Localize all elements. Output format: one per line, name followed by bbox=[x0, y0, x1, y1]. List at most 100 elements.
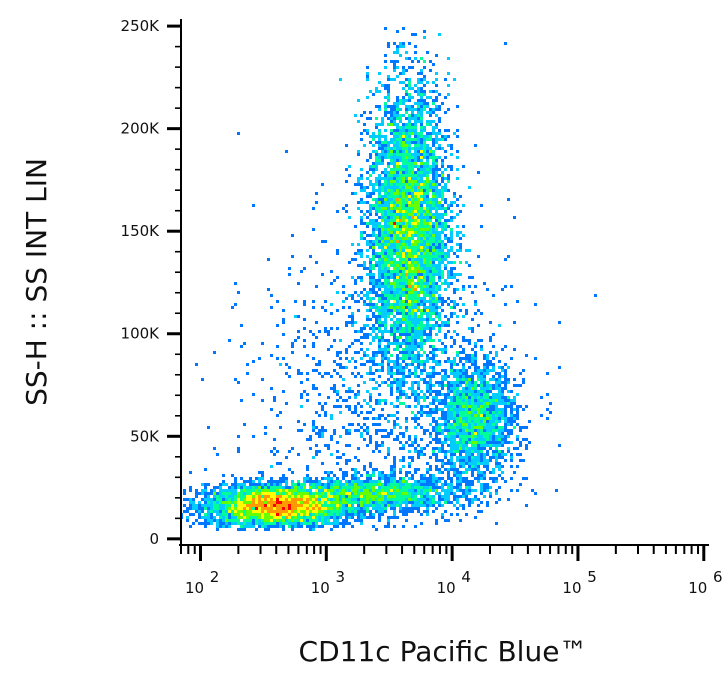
data-point bbox=[315, 285, 318, 288]
data-point bbox=[441, 240, 444, 243]
data-point bbox=[393, 144, 396, 147]
data-point bbox=[408, 210, 411, 213]
data-point bbox=[246, 363, 249, 366]
data-point bbox=[429, 228, 432, 231]
data-point bbox=[192, 498, 195, 501]
data-point bbox=[477, 420, 480, 423]
data-point bbox=[246, 486, 249, 489]
data-point bbox=[465, 414, 468, 417]
data-point bbox=[411, 318, 414, 321]
data-point bbox=[381, 441, 384, 444]
data-point bbox=[411, 306, 414, 309]
data-point bbox=[390, 150, 393, 153]
data-point bbox=[456, 135, 459, 138]
data-point bbox=[363, 480, 366, 483]
data-point bbox=[414, 438, 417, 441]
data-point bbox=[420, 120, 423, 123]
data-point bbox=[357, 252, 360, 255]
data-point bbox=[486, 399, 489, 402]
data-point bbox=[423, 294, 426, 297]
data-point bbox=[396, 213, 399, 216]
data-point bbox=[387, 285, 390, 288]
data-point bbox=[456, 351, 459, 354]
data-point bbox=[348, 483, 351, 486]
data-point bbox=[429, 69, 432, 72]
data-point bbox=[348, 405, 351, 408]
data-point bbox=[312, 495, 315, 498]
data-point bbox=[387, 237, 390, 240]
data-point bbox=[420, 126, 423, 129]
data-point bbox=[495, 378, 498, 381]
data-point bbox=[519, 441, 522, 444]
data-point bbox=[417, 192, 420, 195]
data-point bbox=[270, 522, 273, 525]
data-point bbox=[369, 372, 372, 375]
data-point bbox=[423, 498, 426, 501]
data-point bbox=[369, 270, 372, 273]
data-point bbox=[273, 453, 276, 456]
data-point bbox=[486, 462, 489, 465]
data-point bbox=[423, 243, 426, 246]
data-point bbox=[471, 348, 474, 351]
data-point bbox=[486, 369, 489, 372]
data-point bbox=[447, 303, 450, 306]
data-point bbox=[453, 192, 456, 195]
data-point bbox=[420, 99, 423, 102]
data-point bbox=[417, 189, 420, 192]
data-point bbox=[441, 309, 444, 312]
data-point bbox=[378, 393, 381, 396]
data-point bbox=[369, 369, 372, 372]
data-point bbox=[486, 354, 489, 357]
data-point bbox=[507, 450, 510, 453]
data-point bbox=[417, 375, 420, 378]
data-point bbox=[399, 189, 402, 192]
data-point bbox=[408, 309, 411, 312]
data-point bbox=[345, 459, 348, 462]
data-point bbox=[333, 279, 336, 282]
data-point bbox=[405, 366, 408, 369]
data-point bbox=[381, 504, 384, 507]
data-point bbox=[270, 465, 273, 468]
data-point bbox=[195, 492, 198, 495]
data-point bbox=[468, 456, 471, 459]
data-point bbox=[345, 507, 348, 510]
data-point bbox=[483, 486, 486, 489]
data-point bbox=[489, 405, 492, 408]
data-point bbox=[189, 504, 192, 507]
data-point bbox=[333, 519, 336, 522]
data-point bbox=[258, 498, 261, 501]
data-point bbox=[321, 522, 324, 525]
data-point bbox=[402, 234, 405, 237]
data-point bbox=[393, 231, 396, 234]
data-point bbox=[372, 417, 375, 420]
data-point bbox=[378, 417, 381, 420]
data-point bbox=[471, 375, 474, 378]
data-point bbox=[492, 408, 495, 411]
data-point bbox=[426, 162, 429, 165]
data-point bbox=[450, 240, 453, 243]
data-point bbox=[399, 168, 402, 171]
data-point bbox=[504, 369, 507, 372]
data-point bbox=[390, 255, 393, 258]
data-point bbox=[363, 492, 366, 495]
data-point bbox=[315, 450, 318, 453]
data-point bbox=[483, 456, 486, 459]
data-point bbox=[495, 480, 498, 483]
data-point bbox=[417, 417, 420, 420]
data-point bbox=[444, 150, 447, 153]
data-point bbox=[417, 363, 420, 366]
data-point bbox=[405, 198, 408, 201]
data-point bbox=[441, 297, 444, 300]
data-point bbox=[456, 501, 459, 504]
data-point bbox=[387, 213, 390, 216]
data-point bbox=[510, 411, 513, 414]
data-point bbox=[396, 198, 399, 201]
data-point bbox=[438, 348, 441, 351]
data-point bbox=[375, 90, 378, 93]
data-point bbox=[261, 378, 264, 381]
data-point bbox=[225, 519, 228, 522]
data-point bbox=[354, 366, 357, 369]
data-point bbox=[303, 423, 306, 426]
data-point bbox=[360, 342, 363, 345]
data-point bbox=[393, 222, 396, 225]
